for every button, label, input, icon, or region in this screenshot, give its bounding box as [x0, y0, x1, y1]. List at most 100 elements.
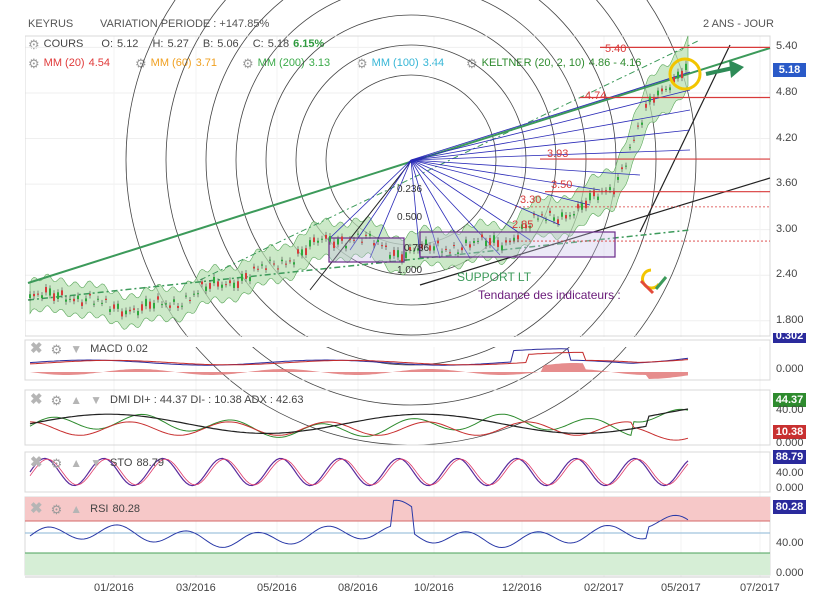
candle: [521, 224, 523, 229]
candle: [625, 165, 627, 167]
close-icon[interactable]: ✖: [30, 340, 43, 357]
candle: [609, 187, 611, 191]
candle: [505, 240, 507, 243]
y-tick-label: 4.80: [776, 85, 798, 98]
candle: [545, 219, 547, 221]
candle: [561, 212, 563, 217]
arrow-down-icon[interactable]: ▼: [90, 455, 103, 470]
candle: [597, 196, 599, 201]
highlight-circle: [668, 57, 702, 91]
candle: [653, 97, 655, 103]
mask: [25, 337, 770, 347]
ticker-label: KEYRUS: [28, 18, 74, 30]
candle: [285, 263, 287, 265]
gear-icon[interactable]: ⚙: [50, 392, 63, 408]
indicator-mm200[interactable]: ⚙ MM (200) 3.13: [242, 55, 330, 71]
y-tick-label: 3.00: [776, 222, 798, 235]
candle: [57, 292, 59, 300]
arrow-down-icon[interactable]: ▼: [70, 341, 83, 356]
dmi-tick: 0.000: [776, 437, 804, 449]
fan-line: [369, 159, 412, 259]
indicator-mm60[interactable]: ⚙ MM (60) 3.71: [135, 55, 217, 71]
candle: [193, 293, 195, 295]
candle: [537, 218, 539, 220]
candle: [493, 235, 495, 243]
candle: [217, 281, 219, 287]
di-plus-tag: 44.37: [773, 393, 806, 407]
candle: [613, 190, 615, 195]
gear-icon[interactable]: ⚙: [50, 341, 63, 357]
fan-line: [410, 149, 691, 161]
period-label[interactable]: 2 ANS - JOUR: [703, 18, 774, 30]
candle: [121, 311, 123, 317]
indicator-label: MM (200): [257, 57, 305, 69]
gear-icon[interactable]: ⚙: [242, 55, 254, 71]
arrow-up-icon[interactable]: ▲: [70, 501, 83, 516]
trend-up-arrow: [654, 276, 668, 290]
candle: [665, 88, 667, 90]
candle: [645, 103, 647, 108]
x-tick-label: 02/2017: [584, 582, 624, 594]
candle: [45, 287, 47, 293]
candle: [149, 301, 151, 309]
candle: [253, 266, 255, 269]
gear-icon[interactable]: ⚙: [135, 55, 147, 71]
candle: [305, 248, 307, 256]
arrow-up-icon[interactable]: ▲: [70, 455, 83, 470]
candle: [333, 241, 335, 248]
candle: [81, 302, 83, 306]
close-icon[interactable]: ✖: [30, 391, 43, 408]
gear-icon[interactable]: ⚙: [356, 55, 368, 71]
up-arrow-head: [729, 60, 744, 78]
open-label: O:: [101, 38, 114, 50]
candle: [341, 236, 343, 241]
candle: [437, 240, 439, 244]
candle: [473, 241, 475, 243]
arrow-down-icon[interactable]: ▼: [90, 392, 103, 407]
channel-line: [199, 39, 701, 281]
candle: [477, 240, 479, 242]
gear-icon[interactable]: ⚙: [28, 55, 40, 71]
candles: [29, 60, 687, 320]
gear-icon[interactable]: ⚙: [50, 455, 63, 471]
gear-icon[interactable]: ⚙: [466, 55, 478, 71]
rsi-oversold-zone: [25, 553, 770, 575]
candle: [49, 288, 51, 296]
candle: [97, 298, 99, 300]
fib-label-0786: 0.786: [404, 243, 430, 254]
candle: [265, 268, 267, 270]
candle: [441, 251, 443, 253]
fib-circle-2: [295, 44, 527, 276]
candle: [117, 303, 119, 309]
level-label-540: 5.40: [605, 43, 627, 55]
gear-icon[interactable]: ⚙: [50, 501, 63, 517]
level-label-285: 2.85: [512, 219, 534, 231]
di-plus-line: [29, 408, 689, 438]
candle: [509, 241, 511, 243]
gear-icon[interactable]: ⚙: [28, 36, 40, 52]
candle: [353, 239, 355, 241]
fib-label-1000: 1.000: [397, 265, 423, 276]
close-label: C:: [252, 38, 264, 50]
candle: [413, 250, 415, 252]
indicator-mm100[interactable]: ⚙ MM (100) 3.44: [356, 55, 444, 71]
rsi-value: 80.28: [112, 503, 140, 515]
candle: [485, 240, 487, 247]
candle: [641, 122, 643, 125]
candle: [513, 237, 515, 241]
close-icon[interactable]: ✖: [30, 454, 43, 471]
sto-signal-line: [29, 458, 689, 486]
candle: [381, 245, 383, 247]
arrow-up-icon[interactable]: ▲: [70, 392, 83, 407]
candle: [205, 286, 207, 292]
candle: [425, 239, 427, 245]
close-icon[interactable]: ✖: [30, 500, 43, 517]
candle: [73, 298, 75, 302]
candle: [209, 282, 211, 289]
macd-last-tag: 0.302: [773, 333, 806, 343]
candle: [313, 237, 315, 243]
candle: [129, 309, 131, 312]
indicator-mm20[interactable]: ⚙ MM (20) 4.54: [28, 55, 110, 71]
candle: [201, 281, 203, 285]
